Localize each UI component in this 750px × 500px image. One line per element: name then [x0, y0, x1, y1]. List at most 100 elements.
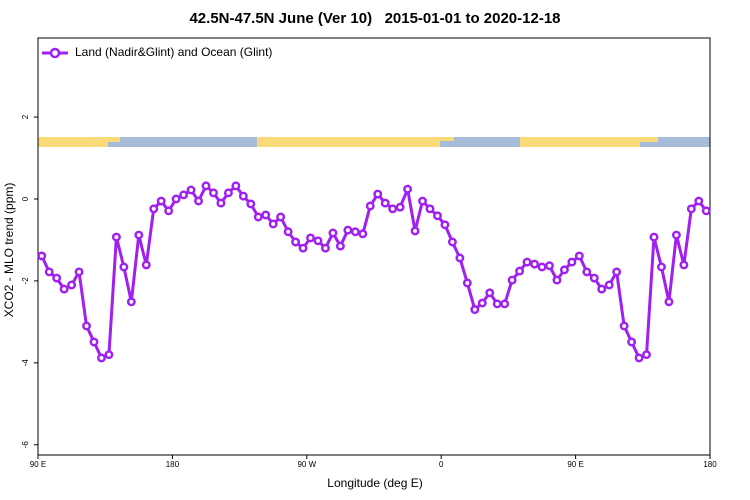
point — [388, 204, 398, 214]
point — [67, 280, 77, 290]
point — [477, 298, 487, 308]
point — [261, 210, 271, 220]
point — [156, 196, 166, 206]
point — [582, 267, 592, 277]
point — [671, 230, 681, 240]
point — [313, 236, 323, 246]
point — [37, 251, 47, 261]
point — [500, 299, 510, 309]
point — [664, 297, 674, 307]
point — [507, 275, 517, 285]
point — [433, 211, 442, 221]
point — [350, 227, 360, 237]
point — [365, 201, 375, 211]
point — [440, 220, 450, 230]
point — [74, 267, 84, 277]
point — [679, 260, 689, 270]
point — [179, 190, 189, 200]
point — [462, 278, 472, 288]
x-tick-label: 90 E — [30, 460, 46, 469]
point — [231, 181, 241, 191]
point — [552, 275, 562, 285]
point — [589, 273, 599, 283]
point — [410, 226, 420, 236]
point — [380, 198, 390, 208]
point — [44, 267, 54, 277]
point — [403, 184, 413, 194]
point — [209, 188, 218, 198]
x-tick-label: 180 — [703, 460, 717, 469]
legend-label: Land (Nadir&Glint) and Ocean (Glint) — [75, 45, 272, 59]
point — [515, 266, 525, 276]
point — [649, 232, 659, 242]
point — [253, 212, 263, 222]
point — [194, 196, 203, 206]
point — [59, 284, 69, 294]
point — [545, 261, 554, 271]
point — [694, 196, 704, 206]
point — [171, 194, 181, 204]
point — [634, 353, 644, 363]
point — [604, 280, 614, 290]
point — [425, 204, 435, 214]
point — [298, 243, 308, 253]
y-tick-label: -2 — [21, 277, 30, 285]
y-axis-label: XCO2 - MLO trend (ppm) — [2, 183, 16, 318]
point — [126, 297, 136, 307]
point — [276, 212, 286, 222]
point — [97, 353, 106, 363]
point — [149, 204, 159, 214]
x-tick-label: 0 — [439, 460, 444, 469]
x-tick-label: 180 — [166, 460, 180, 469]
point — [141, 260, 151, 270]
point — [306, 233, 315, 243]
y-tick-label: 0 — [21, 196, 30, 201]
point — [657, 262, 666, 272]
point — [537, 262, 547, 272]
point — [612, 267, 622, 277]
point — [619, 321, 629, 331]
y-tick-label: 2 — [21, 114, 30, 119]
point — [559, 265, 569, 275]
x-tick-label: 90 W — [297, 460, 316, 469]
point — [597, 284, 607, 294]
x-tick-label: 90 E — [567, 460, 583, 469]
point — [470, 305, 480, 315]
point — [52, 273, 62, 283]
point — [328, 228, 338, 238]
point — [395, 202, 405, 212]
point — [358, 229, 368, 239]
point — [522, 257, 532, 267]
point — [343, 225, 353, 235]
y-tick-label: -6 — [21, 441, 30, 449]
y-tick-label: -4 — [21, 359, 30, 367]
point — [321, 243, 330, 253]
point — [291, 237, 301, 247]
point — [686, 204, 696, 214]
point — [104, 350, 114, 360]
point — [246, 199, 256, 209]
point — [642, 350, 651, 360]
point — [216, 198, 226, 208]
point — [164, 206, 174, 216]
point — [530, 259, 539, 269]
point — [455, 253, 465, 263]
point — [492, 299, 502, 309]
point — [201, 181, 211, 191]
x-axis-label: Longitude (deg E) — [327, 476, 422, 490]
land-ocean-strip — [38, 137, 710, 147]
point — [574, 251, 584, 261]
point — [134, 230, 144, 240]
point — [111, 232, 121, 242]
point — [186, 185, 196, 195]
point — [283, 227, 293, 237]
series-line — [40, 183, 708, 360]
point — [627, 337, 637, 347]
plot-frame — [37, 37, 711, 456]
point — [82, 321, 91, 331]
point — [238, 191, 248, 201]
point — [485, 288, 495, 298]
point — [418, 196, 427, 206]
point — [268, 219, 278, 229]
